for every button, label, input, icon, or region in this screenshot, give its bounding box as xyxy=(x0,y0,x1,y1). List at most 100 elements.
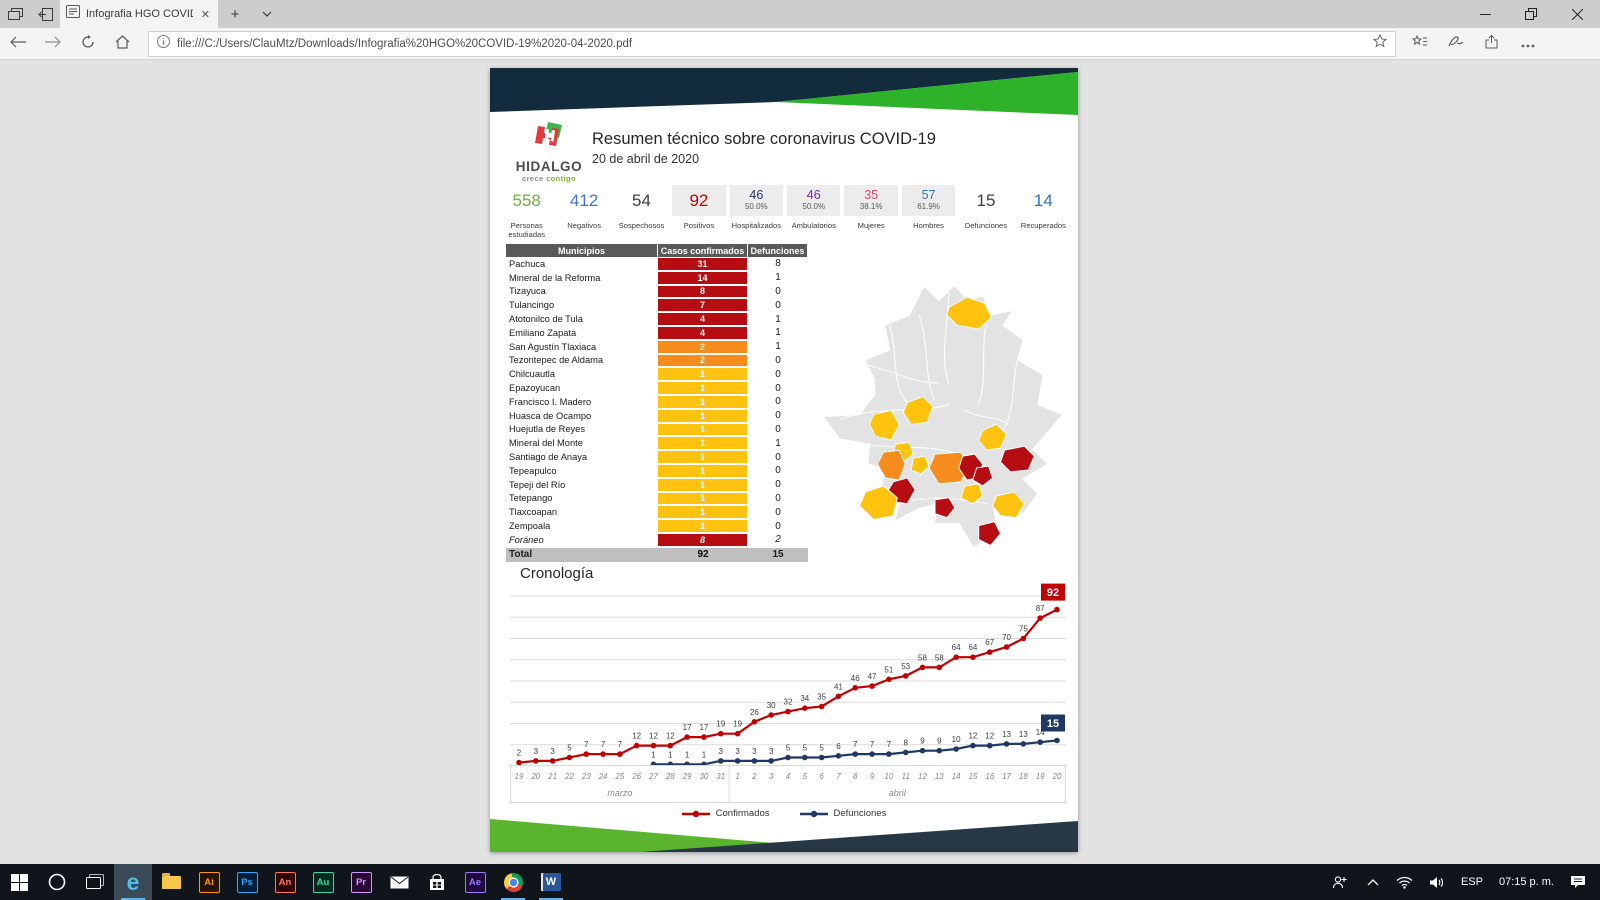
restore-button[interactable] xyxy=(1508,0,1554,28)
svg-text:9: 9 xyxy=(870,772,875,781)
tab-close-icon[interactable]: ✕ xyxy=(200,8,210,21)
taskbar-taskview-icon[interactable] xyxy=(76,864,114,900)
cases-bar: 8 xyxy=(658,285,747,298)
refresh-icon[interactable] xyxy=(70,34,105,53)
stat-label: Mujeres xyxy=(857,221,885,230)
table-row: Atotonilco de Tula 4 1 xyxy=(506,312,808,326)
taskbar-store-icon[interactable] xyxy=(418,864,456,900)
svg-text:3: 3 xyxy=(550,747,555,756)
people-icon[interactable] xyxy=(1327,875,1355,889)
taskbar-mail-icon[interactable] xyxy=(380,864,418,900)
cases-bar: 7 xyxy=(658,299,747,312)
svg-text:4: 4 xyxy=(786,772,791,781)
taskbar-adobe-ps-icon[interactable]: Ps xyxy=(228,864,266,900)
site-info-icon[interactable] xyxy=(157,34,170,53)
taskbar-adobe-au-icon[interactable]: Au xyxy=(304,864,342,900)
municipality-name: Huejutla de Reyes xyxy=(509,424,585,435)
svg-text:19: 19 xyxy=(515,772,524,781)
set-tabs-aside-icon[interactable] xyxy=(30,0,60,28)
cases-bar: 1 xyxy=(658,451,747,463)
browser-tab[interactable]: Infografia HGO COVID- ✕ xyxy=(60,0,218,28)
taskbar-search-icon[interactable] xyxy=(38,864,76,900)
new-tab-button[interactable]: + xyxy=(230,5,240,23)
svg-text:41: 41 xyxy=(834,682,843,691)
municipality-name: Tlaxcoapan xyxy=(509,507,558,518)
language-indicator[interactable]: ESP xyxy=(1460,876,1483,888)
svg-text:3: 3 xyxy=(752,747,757,756)
municipality-name: Santiago de Anaya xyxy=(509,452,588,463)
svg-text:26: 26 xyxy=(750,708,759,717)
stat-label: Hospitalizados xyxy=(731,221,782,230)
wifi-icon[interactable] xyxy=(1391,876,1419,889)
taskbar-adobe-an-icon[interactable]: An xyxy=(266,864,304,900)
svg-text:7: 7 xyxy=(836,772,841,781)
stat-label: Sospechosos xyxy=(618,221,665,230)
table-row: Epazoyucan 1 0 xyxy=(506,381,808,395)
svg-text:10: 10 xyxy=(952,735,961,744)
svg-text:87: 87 xyxy=(1036,604,1045,613)
header-banner xyxy=(490,68,1078,115)
cases-bar: 2 xyxy=(658,354,747,367)
deaths-value: 0 xyxy=(775,354,781,366)
home-icon[interactable] xyxy=(105,34,140,53)
action-center-icon[interactable] xyxy=(1564,875,1592,889)
taskbar-explorer-icon[interactable] xyxy=(152,864,190,900)
stat-value: 54 xyxy=(632,190,651,210)
hidden-icons-chevron-icon[interactable] xyxy=(1359,878,1387,886)
tabs-preview-icon[interactable] xyxy=(0,0,30,28)
cases-bar: 1 xyxy=(658,520,747,532)
address-bar[interactable]: file:///C:/Users/ClauMtz/Downloads/Infog… xyxy=(148,30,1396,57)
forward-icon[interactable] xyxy=(35,35,70,52)
taskbar-word-icon[interactable]: W xyxy=(532,864,570,900)
svg-text:2: 2 xyxy=(751,772,757,781)
deaths-value: 1 xyxy=(775,327,781,339)
svg-text:19: 19 xyxy=(716,720,725,729)
table-row: Tepeapulco 1 0 xyxy=(506,464,808,478)
taskbar-chrome-icon[interactable] xyxy=(494,864,532,900)
column-header-defunciones: Defunciones xyxy=(748,244,807,257)
stat-label: Recuperados xyxy=(1020,221,1066,230)
volume-icon[interactable] xyxy=(1423,876,1451,889)
table-row: Tulancingo 7 0 xyxy=(506,298,808,312)
table-row: Emiliano Zapata 4 1 xyxy=(506,326,808,340)
tab-list-chevron-icon[interactable] xyxy=(252,0,282,28)
tab-title: Infografia HGO COVID- xyxy=(86,8,193,20)
stat-item: 558 Personas estudiadas xyxy=(498,185,555,240)
deaths-value: 0 xyxy=(775,299,781,311)
municipality-name: Tulancingo xyxy=(509,300,555,311)
back-icon[interactable] xyxy=(0,35,35,52)
cases-bar: 1 xyxy=(658,464,747,477)
window-controls xyxy=(1462,0,1600,28)
taskbar-adobe-ae-icon[interactable]: Ae xyxy=(456,864,494,900)
share-icon[interactable] xyxy=(1474,34,1510,53)
svg-text:13: 13 xyxy=(935,772,944,781)
ink-note-icon[interactable] xyxy=(1438,35,1474,53)
taskbar-adobe-pr-icon[interactable]: Pr xyxy=(342,864,380,900)
url-text: file:///C:/Users/ClauMtz/Downloads/Infog… xyxy=(177,37,633,50)
taskbar-start-icon[interactable] xyxy=(0,864,38,900)
add-favorite-star-icon[interactable] xyxy=(1372,33,1388,53)
deaths-value: 0 xyxy=(775,382,781,394)
svg-text:7: 7 xyxy=(584,740,589,749)
deaths-value: 0 xyxy=(775,423,781,435)
stat-item: 46 50.0% Hospitalizados xyxy=(728,185,785,240)
taskbar-edge-icon[interactable]: e xyxy=(114,864,152,900)
chronology-title: Cronología xyxy=(520,565,594,582)
more-options-icon[interactable] xyxy=(1510,35,1546,53)
svg-text:24: 24 xyxy=(598,772,608,781)
svg-text:7: 7 xyxy=(870,740,875,749)
svg-text:16: 16 xyxy=(985,772,994,781)
minimize-button[interactable] xyxy=(1462,0,1508,28)
taskbar-adobe-ai-icon[interactable]: Ai xyxy=(190,864,228,900)
svg-text:17: 17 xyxy=(699,723,708,732)
pdf-viewer-content[interactable]: HIDALGO crece contigo Resumen técnico so… xyxy=(0,61,1600,864)
table-row: Chilcuautla 1 0 xyxy=(506,367,808,381)
close-button[interactable] xyxy=(1554,0,1600,28)
favorites-hub-icon[interactable] xyxy=(1402,34,1438,53)
municipality-name: Emiliano Zapata xyxy=(509,327,577,338)
deaths-value: 0 xyxy=(775,410,781,422)
svg-text:75: 75 xyxy=(1019,625,1028,634)
table-row: Mineral de la Reforma 14 1 xyxy=(506,271,808,285)
clock[interactable]: 07:15 p. m. xyxy=(1498,876,1554,888)
